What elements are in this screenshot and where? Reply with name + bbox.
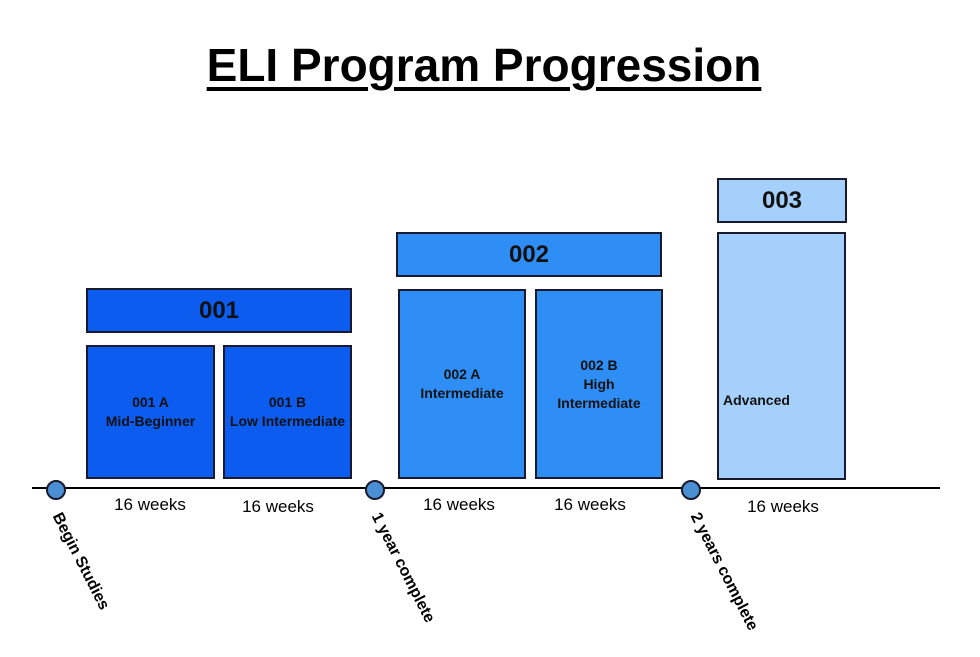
milestone-dot xyxy=(46,480,66,500)
level-label: Mid-Beginner xyxy=(105,413,196,429)
milestone-label: 2 years complete xyxy=(686,510,761,634)
duration-label: 16 weeks xyxy=(554,495,626,514)
level-003-box: Advanced xyxy=(717,232,846,480)
level-002b-box: 002 B High Intermediate xyxy=(535,289,663,479)
milestone-label: 1 year complete xyxy=(367,510,438,626)
level-code: 001 A xyxy=(132,394,169,410)
milestone-dot xyxy=(681,480,701,500)
timeline-axis xyxy=(32,487,940,489)
level-label: High Intermediate xyxy=(557,375,641,411)
duration-label: 16 weeks xyxy=(114,495,186,514)
program-001-header: 001 xyxy=(86,288,352,333)
level-label: Intermediate xyxy=(420,385,504,401)
level-code: 002 B xyxy=(580,356,618,373)
level-code: 001 B xyxy=(268,394,307,410)
level-001b-box: 001 B Low Intermediate xyxy=(223,345,352,479)
duration-label: 16 weeks xyxy=(747,497,819,516)
level-label: Advanced xyxy=(723,391,790,408)
level-code: 002 A xyxy=(443,366,481,382)
milestone-label: Begin Studies xyxy=(48,510,113,613)
milestone-dot xyxy=(365,480,385,500)
page-title: ELI Program Progression xyxy=(206,39,762,91)
program-003-header: 003 xyxy=(717,178,847,223)
program-002-header: 002 xyxy=(396,232,662,277)
level-label: Low Intermediate xyxy=(229,413,346,429)
duration-label: 16 weeks xyxy=(242,497,314,516)
level-001a-box: 001 A Mid-Beginner xyxy=(86,345,215,479)
duration-label: 16 weeks xyxy=(423,495,495,514)
level-002a-box: 002 A Intermediate xyxy=(398,289,526,479)
